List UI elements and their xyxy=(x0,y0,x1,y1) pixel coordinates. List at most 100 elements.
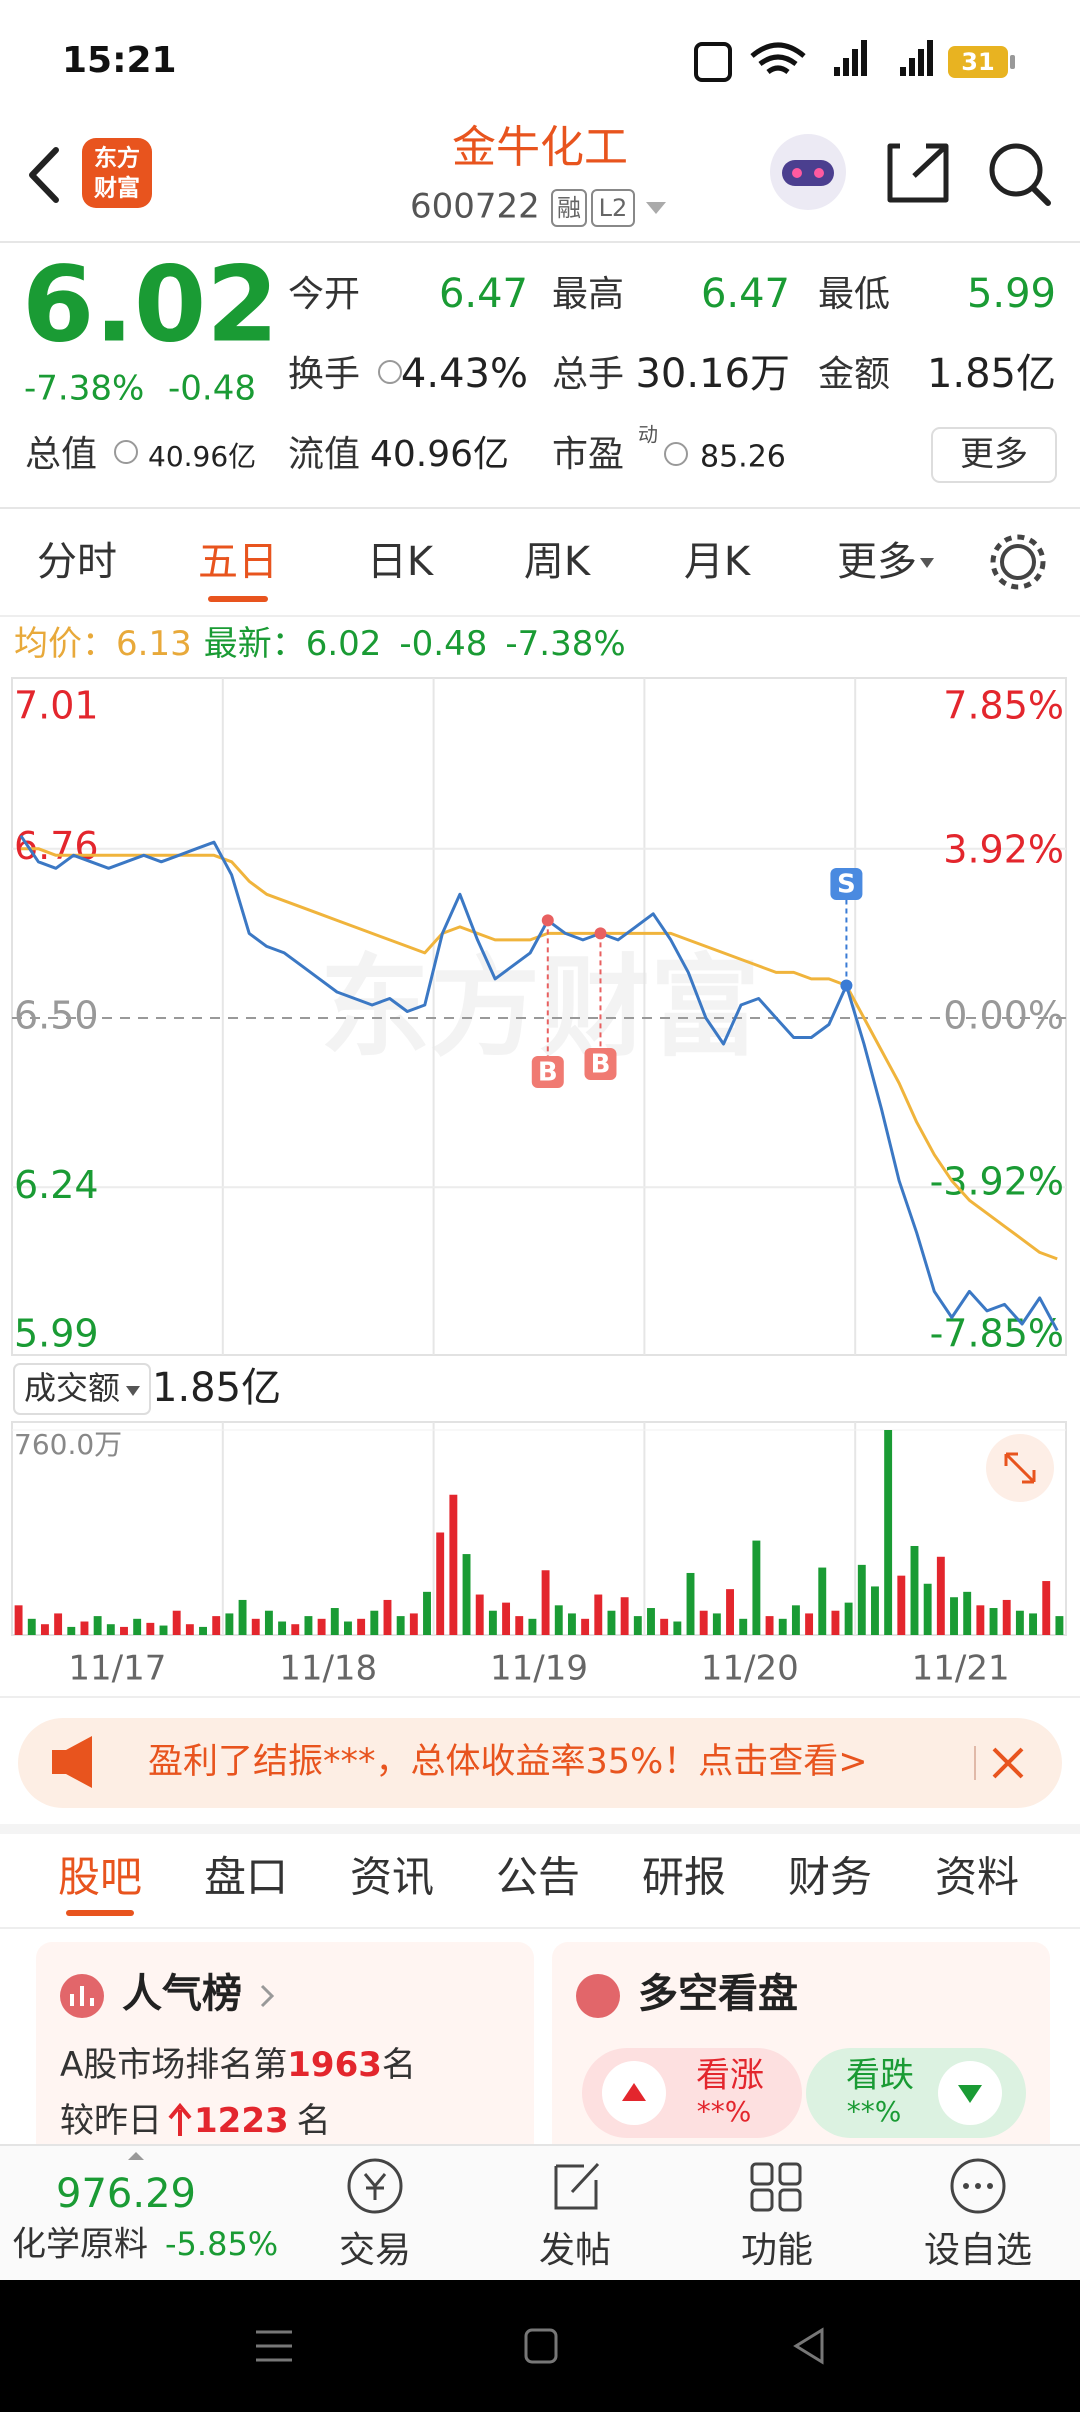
volume-bar xyxy=(805,1613,814,1635)
section-tab[interactable]: 公告 xyxy=(496,1853,580,1902)
more-label[interactable]: 更多 xyxy=(960,435,1028,475)
more-button[interactable] xyxy=(931,427,1057,483)
stock-title: 金牛化工 xyxy=(452,122,628,173)
chart-tab[interactable]: 周K xyxy=(524,539,592,585)
volume-bar xyxy=(607,1610,616,1635)
chart-tab[interactable]: 更多 xyxy=(837,539,917,585)
share-button[interactable] xyxy=(887,143,949,203)
badge-box xyxy=(551,189,587,227)
battery-tip xyxy=(1010,55,1015,69)
badge-box xyxy=(591,189,635,227)
volume-bar xyxy=(291,1624,300,1635)
nav-menu[interactable] xyxy=(256,2330,292,2362)
trade-mark-box[interactable] xyxy=(584,1048,617,1080)
volume-bar xyxy=(1002,1599,1011,1635)
volume-bar xyxy=(673,1621,682,1635)
card-title: 多空看盘 xyxy=(638,1971,798,2017)
signal-bar xyxy=(927,40,933,76)
search-button[interactable] xyxy=(989,143,1043,197)
volume-selector-label[interactable]: 成交额 xyxy=(24,1369,120,1407)
section-tab[interactable]: 资讯 xyxy=(350,1853,434,1902)
card-title: 人气榜 xyxy=(122,1971,242,2017)
post-icon[interactable] xyxy=(554,2162,600,2210)
search-handle xyxy=(1030,185,1051,206)
volume-bar xyxy=(950,1597,958,1635)
rank-suffix: 名 xyxy=(382,2045,416,2085)
section-tab[interactable]: 盘口 xyxy=(204,1853,288,1902)
y2-tick-label: 0.00% xyxy=(943,994,1064,1038)
stat-value: 6.47 xyxy=(439,271,528,317)
section-tab[interactable]: 资料 xyxy=(935,1853,1019,1902)
volume-bar xyxy=(1055,1616,1064,1635)
function-icon[interactable] xyxy=(750,2162,774,2186)
stat-label: 总手 xyxy=(552,354,624,395)
volume-tick-label: 760.0万 xyxy=(14,1428,122,1461)
watchlist-icon[interactable] xyxy=(950,2158,1006,2214)
signal-bar xyxy=(861,40,867,76)
trade-icon[interactable] xyxy=(347,2158,403,2214)
volume-bar xyxy=(581,1618,590,1635)
sector-index[interactable]: 976.29 xyxy=(56,2171,196,2217)
popularity-card[interactable] xyxy=(36,1942,534,2162)
section-tab[interactable]: 股吧 xyxy=(58,1853,142,1902)
function-icon[interactable] xyxy=(750,2188,774,2212)
volume-bar xyxy=(133,1618,142,1635)
volume-bar xyxy=(976,1605,985,1635)
action-label[interactable]: 交易 xyxy=(339,2230,411,2271)
volume-bar xyxy=(278,1621,287,1635)
volume-selector[interactable] xyxy=(13,1363,151,1415)
info-icon[interactable] xyxy=(664,442,688,466)
function-icon[interactable] xyxy=(778,2162,802,2186)
chart-tab[interactable]: 分时 xyxy=(37,539,117,585)
battery-level: 31 xyxy=(961,48,994,76)
sector-change: -5.85% xyxy=(165,2225,278,2263)
volume-bar xyxy=(475,1594,484,1635)
volume-bar xyxy=(344,1621,352,1635)
info-icon[interactable] xyxy=(114,440,138,464)
volume-bar xyxy=(620,1597,629,1635)
action-label[interactable]: 发帖 xyxy=(539,2230,611,2271)
info-icon[interactable] xyxy=(378,360,402,384)
volume-bar xyxy=(199,1626,207,1635)
y2-tick-label: 7.85% xyxy=(943,684,1064,728)
volume-bar xyxy=(462,1554,471,1635)
date-label: 11/19 xyxy=(490,1649,588,1689)
volume-bar xyxy=(712,1613,721,1635)
chart-tab[interactable]: 月K xyxy=(684,539,752,585)
action-label[interactable]: 功能 xyxy=(741,2230,813,2271)
trade-mark-box[interactable] xyxy=(531,1056,564,1088)
chart-tab[interactable]: 日K xyxy=(367,539,435,585)
bull-value: **% xyxy=(697,2095,752,2128)
back-button[interactable] xyxy=(29,147,59,203)
function-icon[interactable] xyxy=(778,2188,802,2212)
y-tick-label: 5.99 xyxy=(14,1312,99,1356)
section-tab[interactable]: 财务 xyxy=(788,1853,872,1902)
trade-mark-box[interactable] xyxy=(830,868,863,900)
stock-code: 600722 xyxy=(410,187,540,227)
nfc-icon xyxy=(694,42,732,82)
logo[interactable] xyxy=(82,138,152,208)
watermark: 东方财富 xyxy=(320,943,760,1071)
volume-bar xyxy=(594,1594,603,1635)
action-label[interactable]: 设自选 xyxy=(924,2230,1032,2271)
stat-label: 今开 xyxy=(288,274,360,315)
volume-bar xyxy=(699,1610,708,1635)
settings-button[interactable] xyxy=(1000,544,1036,580)
chart-tab[interactable]: 五日 xyxy=(198,539,278,585)
volume-bar xyxy=(923,1583,932,1635)
close-button[interactable] xyxy=(992,1747,1024,1779)
promo-banner[interactable] xyxy=(18,1718,1062,1808)
change-pct: -7.38% xyxy=(24,369,144,409)
badge-dropdown[interactable] xyxy=(646,202,666,214)
stat-label: 最低 xyxy=(818,274,890,315)
sector-name[interactable]: 化学原料 xyxy=(12,2225,148,2265)
bottom-bar xyxy=(0,2145,1080,2280)
volume-bar xyxy=(647,1608,655,1635)
nav-back[interactable] xyxy=(793,2327,824,2365)
promo-text[interactable]: 盈利了结振***，总体收益率35%！点击查看> xyxy=(148,1742,868,1782)
settings-gear xyxy=(990,534,1046,590)
signal-bar xyxy=(918,49,924,76)
section-tab[interactable]: 研报 xyxy=(642,1853,726,1902)
tab-underline xyxy=(208,596,268,602)
nav-home[interactable] xyxy=(524,2328,558,2364)
